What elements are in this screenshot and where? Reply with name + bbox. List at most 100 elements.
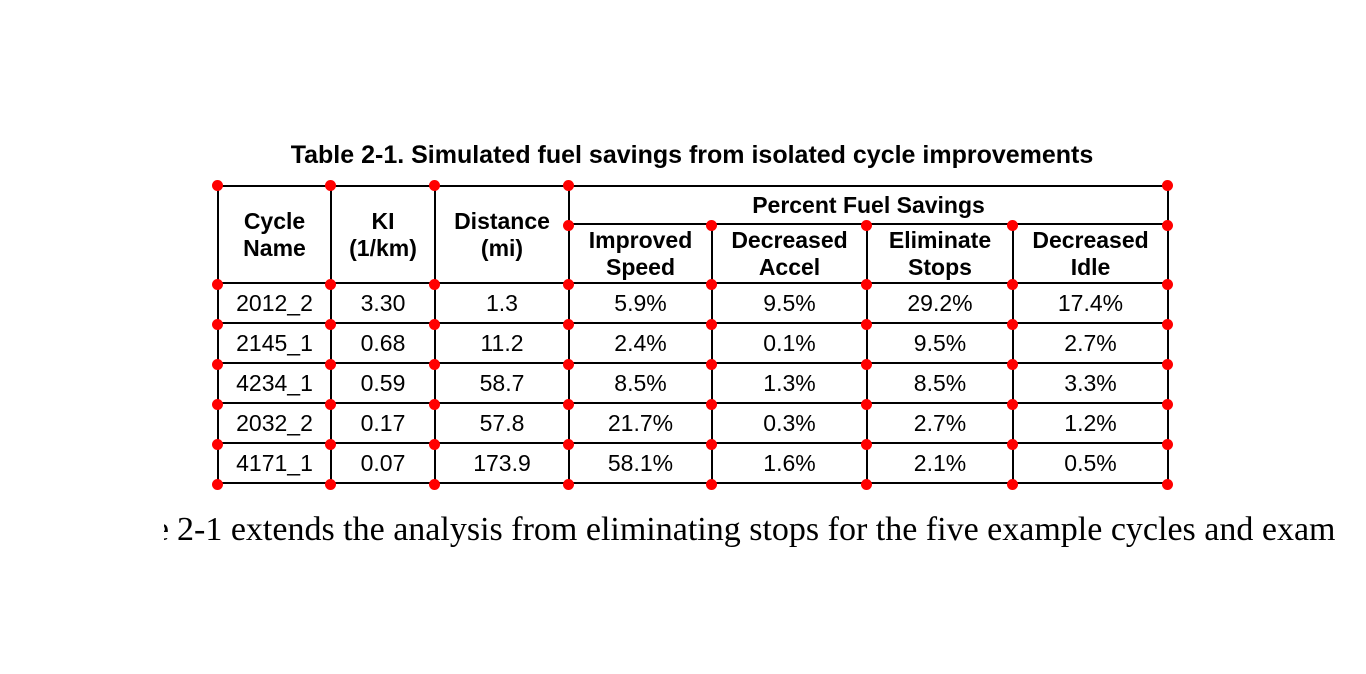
grid-node-marker[interactable] <box>705 398 717 410</box>
cell-improved-speed: 21.7% <box>568 402 713 444</box>
grid-node-marker[interactable] <box>860 478 872 490</box>
fuel-savings-table-region: Cycle Name KI (1/km) Distance (mi) Perce… <box>211 179 1173 490</box>
grid-node-marker[interactable] <box>860 438 872 450</box>
grid-node-marker[interactable] <box>428 438 440 450</box>
grid-node-marker[interactable] <box>1161 478 1173 490</box>
cell-decreased-idle: 0.5% <box>1011 442 1170 484</box>
cell-decreased-accel: 1.6% <box>711 442 868 484</box>
cell-distance: 1.3 <box>434 282 570 324</box>
cell-ki: 0.17 <box>330 402 436 444</box>
cell-cycle-name: 2145_1 <box>217 322 332 364</box>
fuel-savings-table: Cycle Name KI (1/km) Distance (mi) Perce… <box>217 185 1170 484</box>
cell-eliminate-stops: 9.5% <box>866 322 1014 364</box>
column-header-ki: KI (1/km) <box>330 185 436 284</box>
cell-improved-speed: 2.4% <box>568 322 713 364</box>
cell-ki: 0.07 <box>330 442 436 484</box>
grid-node-marker[interactable] <box>211 318 223 330</box>
body-text-line: e2-1 extends the analysis from eliminati… <box>164 511 1336 549</box>
grid-node-marker[interactable] <box>1161 219 1173 231</box>
grid-node-marker[interactable] <box>211 398 223 410</box>
cell-decreased-accel: 9.5% <box>711 282 868 324</box>
grid-node-marker[interactable] <box>1161 438 1173 450</box>
grid-node-marker[interactable] <box>1006 358 1018 370</box>
grid-node-marker[interactable] <box>428 278 440 290</box>
cell-cycle-name: 4234_1 <box>217 362 332 404</box>
grid-node-marker[interactable] <box>562 179 574 191</box>
grid-node-marker[interactable] <box>324 179 336 191</box>
grid-node-marker[interactable] <box>562 398 574 410</box>
grid-node-marker[interactable] <box>211 478 223 490</box>
grid-node-marker[interactable] <box>211 358 223 370</box>
grid-node-marker[interactable] <box>1006 278 1018 290</box>
grid-node-marker[interactable] <box>1006 318 1018 330</box>
grid-node-marker[interactable] <box>705 478 717 490</box>
grid-node-marker[interactable] <box>211 438 223 450</box>
grid-node-marker[interactable] <box>562 438 574 450</box>
grid-node-marker[interactable] <box>428 398 440 410</box>
cell-ki: 0.68 <box>330 322 436 364</box>
grid-node-marker[interactable] <box>562 278 574 290</box>
cell-ki: 0.59 <box>330 362 436 404</box>
table-row: 2032_2 0.17 57.8 21.7% 0.3% 2.7% 1.2% <box>217 402 1170 444</box>
cell-cycle-name: 2032_2 <box>217 402 332 444</box>
column-group-header-percent-fuel-savings: Percent Fuel Savings <box>567 185 1170 225</box>
cell-eliminate-stops: 2.1% <box>866 442 1014 484</box>
grid-node-marker[interactable] <box>860 398 872 410</box>
cell-cycle-name: 2012_2 <box>217 282 332 324</box>
grid-node-marker[interactable] <box>860 318 872 330</box>
clipped-word-fragment: e <box>164 511 169 549</box>
cell-improved-speed: 5.9% <box>568 282 713 324</box>
cell-eliminate-stops: 8.5% <box>866 362 1014 404</box>
table-header-row-2: Improved Speed Decreased Accel Eliminate… <box>218 223 1170 284</box>
grid-node-marker[interactable] <box>428 318 440 330</box>
body-text: 2-1 extends the analysis from eliminatin… <box>177 511 1336 548</box>
grid-node-marker[interactable] <box>705 219 717 231</box>
grid-node-marker[interactable] <box>562 318 574 330</box>
grid-node-marker[interactable] <box>1006 438 1018 450</box>
grid-node-marker[interactable] <box>324 318 336 330</box>
grid-node-marker[interactable] <box>1161 358 1173 370</box>
cell-decreased-idle: 3.3% <box>1011 362 1170 404</box>
grid-node-marker[interactable] <box>211 179 223 191</box>
grid-node-marker[interactable] <box>705 278 717 290</box>
page-title: Table 2-1. Simulated fuel savings from i… <box>290 141 1094 169</box>
grid-node-marker[interactable] <box>428 179 440 191</box>
cell-decreased-accel: 1.3% <box>711 362 868 404</box>
grid-node-marker[interactable] <box>562 358 574 370</box>
grid-node-marker[interactable] <box>705 318 717 330</box>
grid-node-marker[interactable] <box>324 278 336 290</box>
grid-node-marker[interactable] <box>562 219 574 231</box>
grid-node-marker[interactable] <box>860 278 872 290</box>
grid-node-marker[interactable] <box>1006 478 1018 490</box>
cell-decreased-idle: 17.4% <box>1011 282 1170 324</box>
grid-node-marker[interactable] <box>428 358 440 370</box>
grid-node-marker[interactable] <box>1161 398 1173 410</box>
cell-improved-speed: 8.5% <box>568 362 713 404</box>
grid-node-marker[interactable] <box>1006 219 1018 231</box>
cell-improved-speed: 58.1% <box>568 442 713 484</box>
column-header-eliminate-stops: Eliminate Stops <box>866 223 1014 284</box>
grid-node-marker[interactable] <box>860 358 872 370</box>
grid-node-marker[interactable] <box>324 478 336 490</box>
grid-node-marker[interactable] <box>211 278 223 290</box>
cell-cycle-name: 4171_1 <box>217 442 332 484</box>
grid-node-marker[interactable] <box>1161 179 1173 191</box>
cell-decreased-idle: 2.7% <box>1011 322 1170 364</box>
grid-node-marker[interactable] <box>1161 278 1173 290</box>
grid-node-marker[interactable] <box>562 478 574 490</box>
cell-distance: 57.8 <box>434 402 570 444</box>
grid-node-marker[interactable] <box>324 438 336 450</box>
grid-node-marker[interactable] <box>324 358 336 370</box>
grid-node-marker[interactable] <box>860 219 872 231</box>
cell-eliminate-stops: 29.2% <box>866 282 1014 324</box>
column-header-cycle-name: Cycle Name <box>217 185 332 284</box>
grid-node-marker[interactable] <box>705 438 717 450</box>
grid-node-marker[interactable] <box>324 398 336 410</box>
cell-distance: 58.7 <box>434 362 570 404</box>
grid-node-marker[interactable] <box>1006 398 1018 410</box>
grid-node-marker[interactable] <box>428 478 440 490</box>
grid-node-marker[interactable] <box>705 358 717 370</box>
cell-eliminate-stops: 2.7% <box>866 402 1014 444</box>
grid-node-marker[interactable] <box>1161 318 1173 330</box>
cell-decreased-accel: 0.3% <box>711 402 868 444</box>
